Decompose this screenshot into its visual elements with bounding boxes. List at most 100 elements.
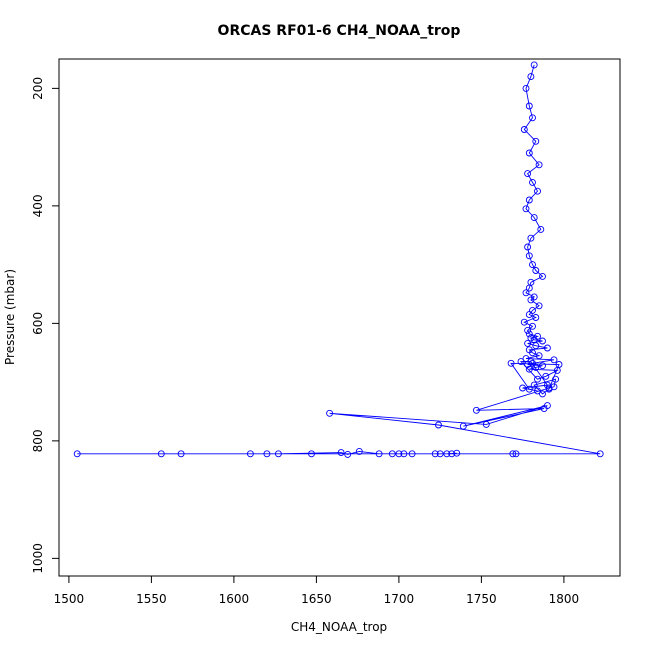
data-point [375,450,383,458]
data-point [525,385,533,393]
data-point [400,450,408,458]
data-point [525,284,533,292]
data-point [543,344,551,352]
y-tick-label: 1000 [31,543,45,574]
data-point [552,375,560,383]
data-point [453,449,461,457]
data-point [388,450,396,458]
data-point [263,450,271,458]
data-point [519,384,527,392]
data-point [543,402,551,410]
data-point [525,149,533,157]
x-tick-label: 1800 [549,592,580,606]
data-point [443,450,451,458]
data-point [524,339,532,347]
data-point [522,205,530,213]
data-point [520,318,528,326]
data-point [525,365,533,373]
data-point [525,252,533,260]
data-point [436,450,444,458]
data-point [539,272,546,280]
data-point [435,421,442,429]
data-point [177,450,185,458]
data-point [532,363,540,371]
data-point [529,359,536,367]
chart-title: ORCAS RF01-6 CH4_NOAA_trop [218,23,461,39]
x-tick-label: 1750 [466,592,497,606]
data-point [532,137,540,145]
data-point [527,296,535,304]
data-point [524,170,532,178]
data-point [534,387,541,395]
data-point [355,447,363,455]
data-point [525,311,533,319]
x-tick-label: 1650 [301,592,332,606]
x-axis-label: CH4_NOAA_trop [291,620,387,634]
data-point [532,342,540,350]
data-point [431,450,439,458]
data-point [524,243,532,251]
data-point [530,214,538,222]
data-point [529,322,536,330]
series-points-group [73,61,604,458]
data-point [555,361,563,368]
data-point [509,450,517,458]
data-point [529,261,536,269]
data-point [527,73,535,81]
data-point [512,450,520,458]
data-point [532,267,540,274]
data-point [525,330,533,338]
data-point [344,450,352,458]
data-point [482,420,490,428]
data-point [520,126,528,133]
x-tick-label: 1550 [136,592,167,606]
data-point [525,196,533,204]
data-point [522,289,530,297]
data-point [534,375,541,383]
data-point [517,358,525,366]
data-point [542,372,550,380]
data-point [550,356,558,364]
data-point [507,359,515,367]
data-point [157,450,165,458]
data-point [539,390,546,398]
data-point [395,450,403,458]
data-point [530,61,538,69]
data-point [545,384,553,392]
data-point [535,161,543,169]
data-point [527,334,535,342]
data-point [596,450,604,458]
data-point [522,84,530,92]
x-axis: 1500 1550 1600 1650 1700 1750 1800 [54,575,580,606]
data-point [274,450,282,458]
y-tick-label: 600 [31,312,45,335]
data-point [524,326,532,334]
data-point [472,406,480,414]
y-axis: 200 400 600 800 1000 [31,77,60,574]
data-point [530,381,538,389]
data-point [459,422,467,430]
x-tick-label: 1600 [219,592,250,606]
data-point [326,409,334,417]
y-tick-label: 200 [31,77,45,100]
data-point [537,225,545,233]
data-point [529,114,536,122]
y-tick-label: 800 [31,429,45,452]
y-axis-label: Pressure (mbar) [3,269,17,365]
data-point [408,450,416,458]
data-point [529,178,536,186]
data-point [73,450,81,458]
data-point [525,102,533,110]
y-tick-label: 400 [31,194,45,217]
data-point [527,358,535,366]
x-tick-label: 1700 [384,592,415,606]
data-point [539,337,546,345]
x-tick-label: 1500 [54,592,85,606]
data-point [448,450,456,458]
data-point [246,450,254,458]
data-point [550,383,558,391]
data-point [529,349,536,357]
data-point [337,449,345,457]
